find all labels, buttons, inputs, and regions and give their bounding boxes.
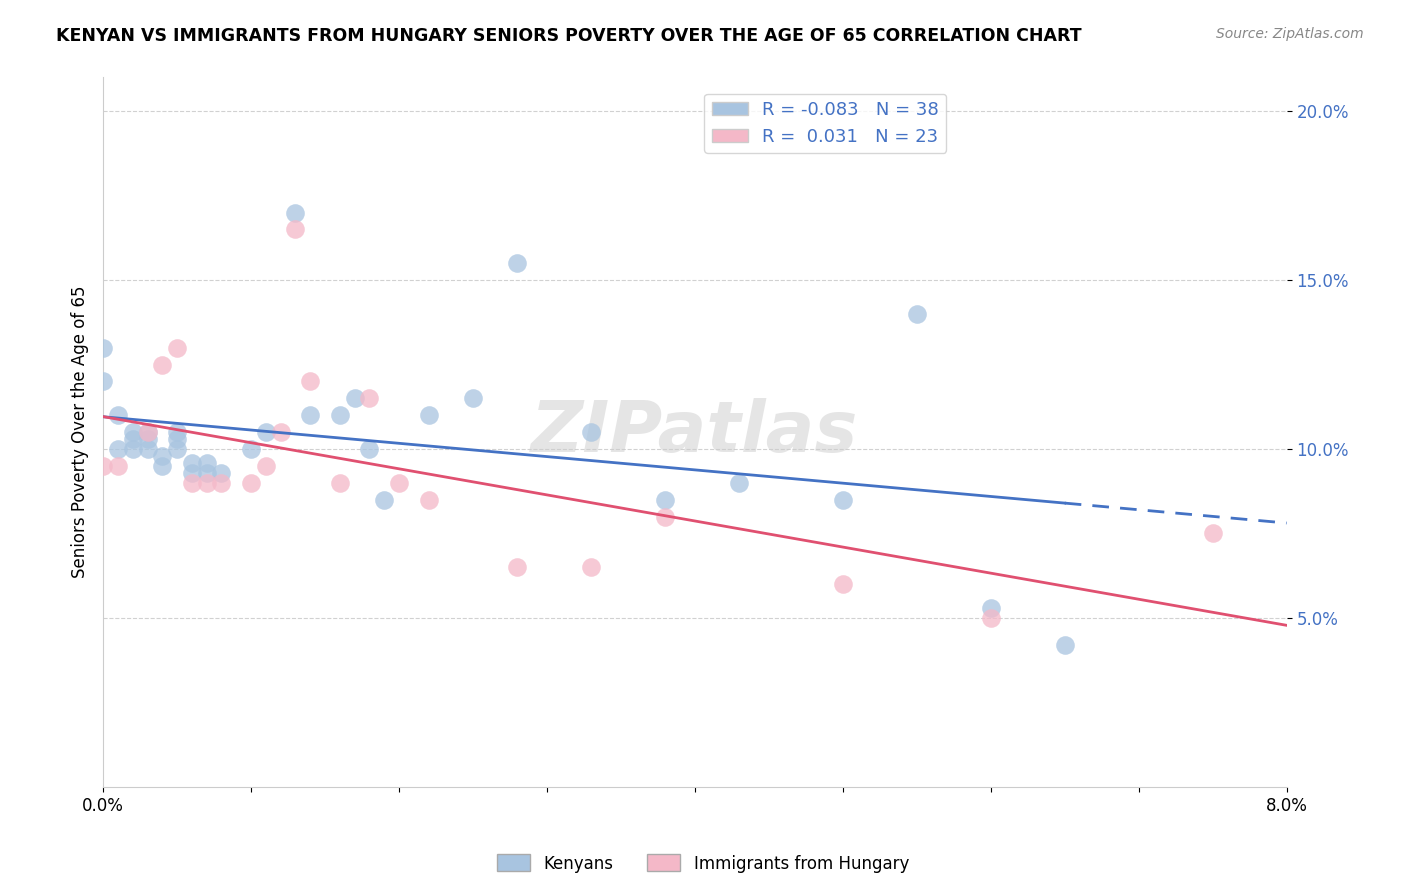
Point xyxy=(136,425,159,439)
Text: ZIPatlas: ZIPatlas xyxy=(531,398,859,467)
Point xyxy=(461,392,484,406)
Legend: Kenyans, Immigrants from Hungary: Kenyans, Immigrants from Hungary xyxy=(491,847,915,880)
Point xyxy=(180,466,202,480)
Point xyxy=(211,466,233,480)
Point xyxy=(359,442,381,456)
Point xyxy=(581,425,603,439)
Point xyxy=(195,456,218,470)
Point xyxy=(166,432,188,446)
Point xyxy=(1201,526,1223,541)
Point xyxy=(284,222,307,236)
Point xyxy=(121,425,143,439)
Point xyxy=(150,458,173,473)
Point xyxy=(91,458,114,473)
Text: Source: ZipAtlas.com: Source: ZipAtlas.com xyxy=(1216,27,1364,41)
Point xyxy=(299,409,322,423)
Point xyxy=(254,425,277,439)
Point xyxy=(107,409,129,423)
Point xyxy=(107,458,129,473)
Point xyxy=(166,341,188,355)
Point xyxy=(284,205,307,219)
Point xyxy=(418,492,440,507)
Point xyxy=(180,456,202,470)
Point xyxy=(91,341,114,355)
Point xyxy=(270,425,292,439)
Point xyxy=(136,432,159,446)
Y-axis label: Seniors Poverty Over the Age of 65: Seniors Poverty Over the Age of 65 xyxy=(72,286,89,578)
Point xyxy=(166,442,188,456)
Point xyxy=(240,475,263,490)
Point xyxy=(373,492,395,507)
Point xyxy=(195,466,218,480)
Point xyxy=(1053,638,1076,652)
Point xyxy=(506,256,529,270)
Point xyxy=(654,492,676,507)
Point xyxy=(329,475,352,490)
Point xyxy=(581,560,603,574)
Point xyxy=(136,442,159,456)
Point xyxy=(343,392,366,406)
Point xyxy=(240,442,263,456)
Point xyxy=(180,475,202,490)
Point xyxy=(980,611,1002,625)
Point xyxy=(299,375,322,389)
Point xyxy=(359,392,381,406)
Point xyxy=(905,307,928,321)
Point xyxy=(654,509,676,524)
Point xyxy=(980,600,1002,615)
Point xyxy=(831,577,853,591)
Point xyxy=(329,409,352,423)
Point xyxy=(166,425,188,439)
Point xyxy=(107,442,129,456)
Point xyxy=(121,442,143,456)
Point xyxy=(195,475,218,490)
Point xyxy=(136,425,159,439)
Point xyxy=(831,492,853,507)
Point xyxy=(254,458,277,473)
Point xyxy=(506,560,529,574)
Point xyxy=(418,409,440,423)
Point xyxy=(121,432,143,446)
Text: KENYAN VS IMMIGRANTS FROM HUNGARY SENIORS POVERTY OVER THE AGE OF 65 CORRELATION: KENYAN VS IMMIGRANTS FROM HUNGARY SENIOR… xyxy=(56,27,1081,45)
Point xyxy=(388,475,411,490)
Point xyxy=(150,358,173,372)
Point xyxy=(91,375,114,389)
Legend: R = -0.083   N = 38, R =  0.031   N = 23: R = -0.083 N = 38, R = 0.031 N = 23 xyxy=(704,94,946,153)
Point xyxy=(728,475,751,490)
Point xyxy=(150,449,173,463)
Point xyxy=(211,475,233,490)
